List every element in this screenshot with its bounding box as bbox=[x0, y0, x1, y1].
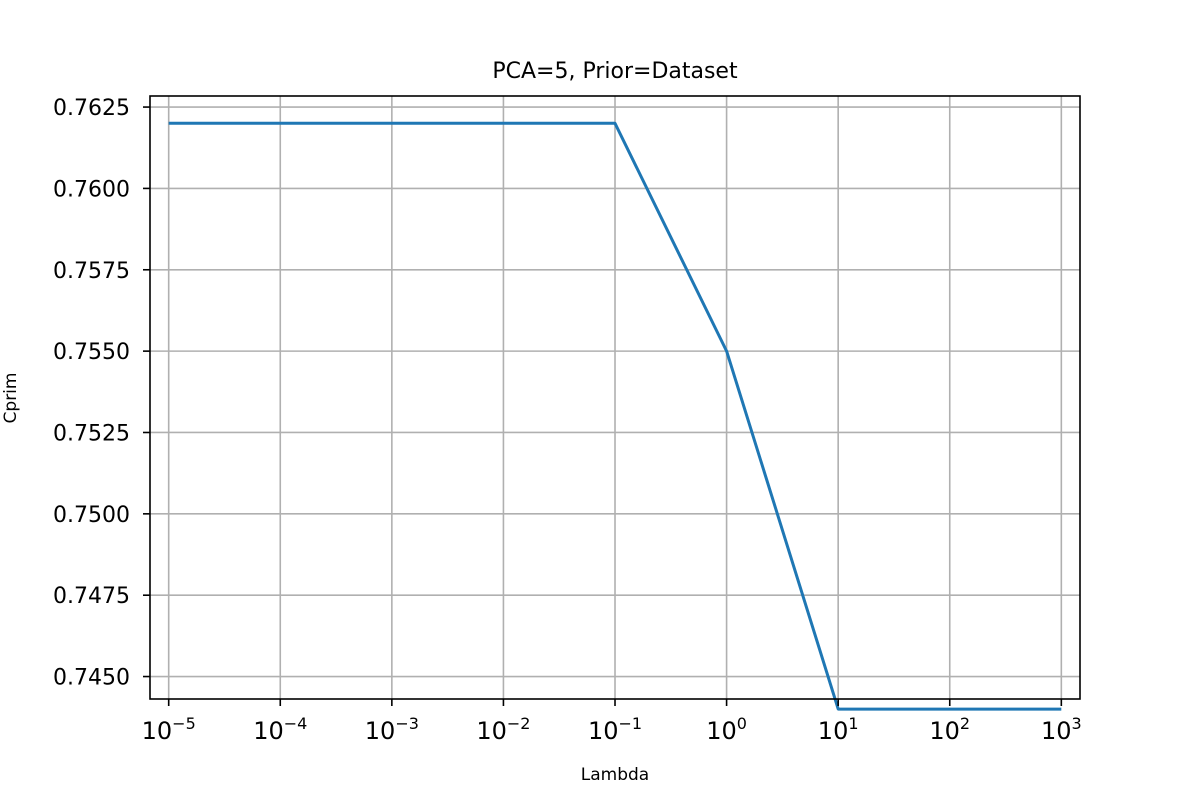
grid bbox=[150, 96, 1080, 699]
x-tick-exponent: −4 bbox=[284, 714, 308, 733]
series-layer bbox=[168, 121, 1062, 711]
y-tick-label: 0.7450 bbox=[53, 666, 130, 691]
y-tick-label: 0.7525 bbox=[53, 421, 130, 446]
y-tick-label: 0.7500 bbox=[53, 503, 130, 528]
x-tick-label: 10−2 bbox=[476, 714, 530, 745]
x-tick-exponent: −5 bbox=[172, 714, 196, 733]
x-tick-base: 10 bbox=[706, 717, 737, 745]
series-line bbox=[168, 121, 1062, 711]
x-tick-exponent: 0 bbox=[737, 714, 747, 733]
x-tick-base: 10 bbox=[476, 717, 507, 745]
x-tick-exponent: −3 bbox=[395, 714, 419, 733]
y-tick-label: 0.7475 bbox=[53, 584, 130, 609]
x-tick-base: 10 bbox=[818, 717, 849, 745]
y-tick-label: 0.7550 bbox=[53, 340, 130, 365]
x-tick-exponent: −1 bbox=[618, 714, 642, 733]
x-tick-base: 10 bbox=[929, 717, 960, 745]
x-tick-base: 10 bbox=[142, 717, 173, 745]
x-tick-label: 100 bbox=[706, 714, 747, 745]
x-tick-label: 103 bbox=[1041, 714, 1082, 745]
x-tick-label: 102 bbox=[929, 714, 970, 745]
x-tick-exponent: 2 bbox=[960, 714, 970, 733]
x-tick-base: 10 bbox=[1041, 717, 1072, 745]
x-tick-base: 10 bbox=[365, 717, 396, 745]
x-axis-label: Lambda bbox=[581, 765, 649, 785]
y-tick-label: 0.7600 bbox=[53, 177, 130, 202]
ticks: 10−5 10−4 10−3 10−2 10−1 100 101 102 1030.74500.… bbox=[53, 96, 1082, 745]
x-tick-label: 10−1 bbox=[588, 714, 642, 745]
x-tick-base: 10 bbox=[588, 717, 619, 745]
y-tick-label: 0.7575 bbox=[53, 259, 130, 284]
chart-title: PCA=5, Prior=Dataset bbox=[492, 59, 738, 84]
x-tick-label: 10−3 bbox=[365, 714, 419, 745]
y-tick-label: 0.7625 bbox=[53, 96, 130, 121]
x-tick-label: 10−4 bbox=[253, 714, 307, 745]
x-tick-label: 101 bbox=[818, 714, 859, 745]
x-tick-label: 10−5 bbox=[142, 714, 196, 745]
x-tick-exponent: −2 bbox=[507, 714, 531, 733]
x-tick-exponent: 1 bbox=[848, 714, 858, 733]
x-tick-exponent: 3 bbox=[1072, 714, 1082, 733]
y-axis-label: Cprim bbox=[1, 373, 21, 424]
x-tick-base: 10 bbox=[253, 717, 284, 745]
